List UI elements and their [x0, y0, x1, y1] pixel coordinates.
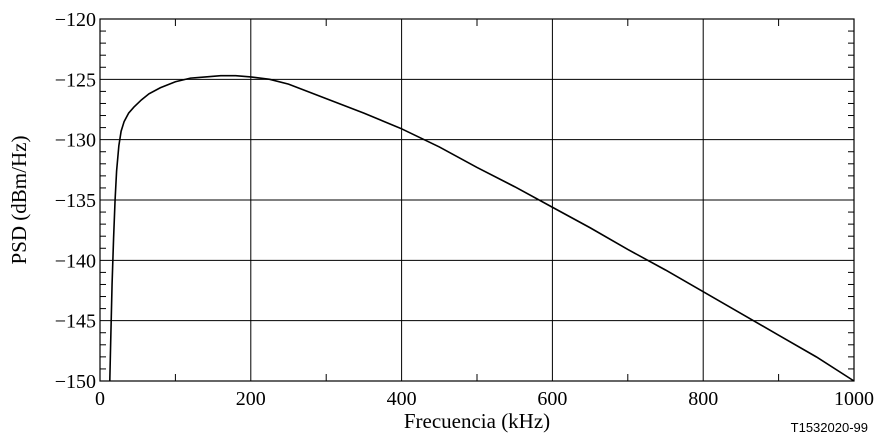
grid-lines — [100, 19, 854, 381]
x-tick-label: 0 — [95, 388, 105, 410]
plot-frame — [99, 18, 855, 382]
x-tick-labels: 0 200 400 600 800 1000 — [95, 388, 874, 410]
y-tick-label: −145 — [55, 311, 96, 333]
y-tick-label: −140 — [55, 250, 96, 272]
figure-id: T1532020-99 — [791, 420, 868, 435]
y-tick-label: −120 — [55, 9, 96, 31]
series-line — [109, 74, 855, 382]
y-tick-labels: −120 −125 −130 −135 −140 −145 −150 — [55, 9, 96, 393]
y-tick-label: −135 — [55, 190, 96, 212]
x-tick-label: 400 — [387, 388, 417, 410]
y-tick-label: −130 — [55, 130, 96, 152]
minor-ticks — [100, 19, 854, 381]
x-axis-title: Frecuencia (kHz) — [404, 409, 550, 433]
x-tick-label: 800 — [688, 388, 718, 410]
y-tick-label: −150 — [55, 371, 96, 393]
x-tick-label: 200 — [236, 388, 266, 410]
x-tick-label: 1000 — [834, 388, 874, 410]
y-tick-label: −125 — [55, 69, 96, 91]
x-tick-label: 600 — [537, 388, 567, 410]
y-axis-title: PSD (dBm/Hz) — [7, 136, 31, 265]
